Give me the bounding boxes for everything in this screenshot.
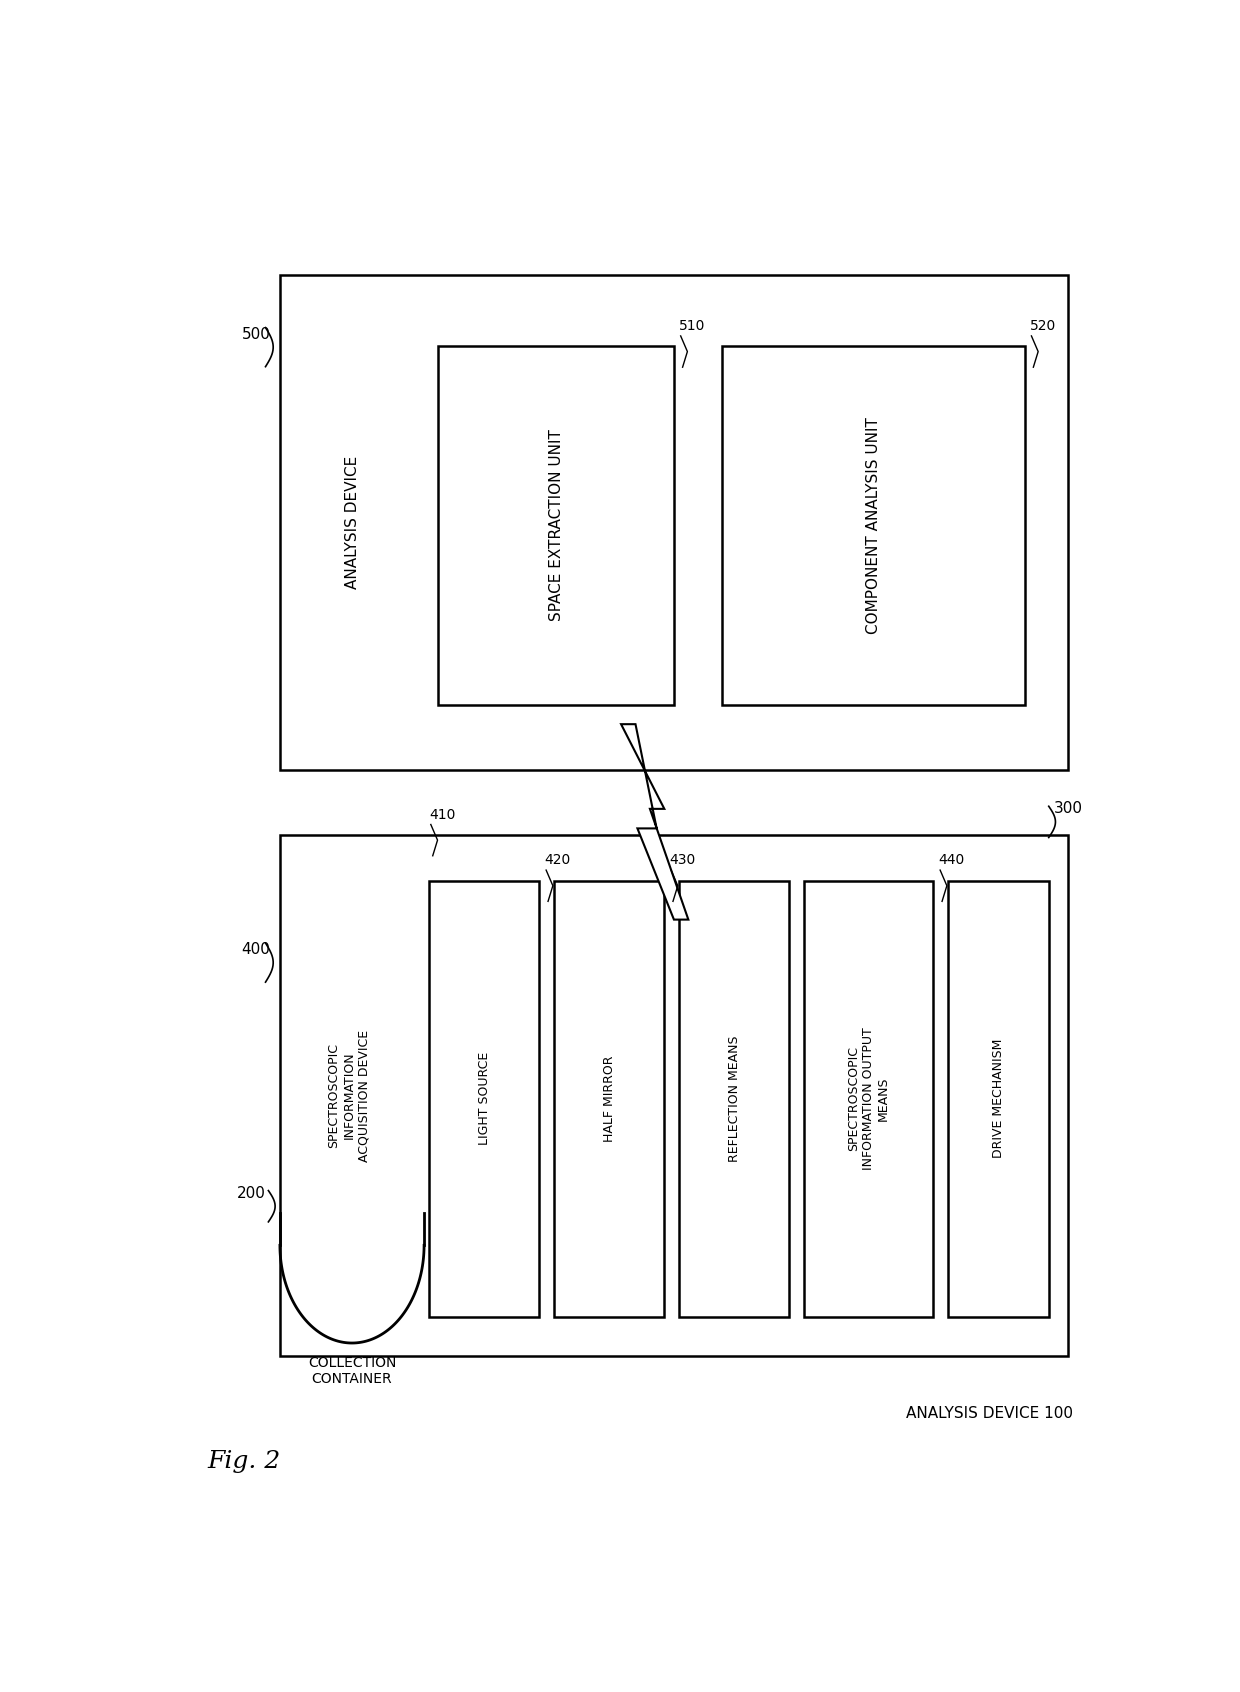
- Text: 200: 200: [237, 1186, 265, 1201]
- Bar: [722, 347, 1024, 704]
- Bar: [439, 347, 675, 704]
- Text: SPACE EXTRACTION UNIT: SPACE EXTRACTION UNIT: [549, 430, 564, 621]
- Text: COLLECTION
CONTAINER: COLLECTION CONTAINER: [308, 1355, 397, 1386]
- Text: 420: 420: [544, 853, 570, 868]
- Polygon shape: [621, 724, 688, 920]
- Text: 300: 300: [1054, 802, 1083, 816]
- Bar: [280, 274, 1068, 770]
- Text: HALF MIRROR: HALF MIRROR: [603, 1056, 615, 1142]
- Text: SPECTROSCOPIC
INFORMATION OUTPUT
MEANS: SPECTROSCOPIC INFORMATION OUTPUT MEANS: [847, 1027, 890, 1171]
- Text: 510: 510: [678, 320, 706, 333]
- Text: COMPONENT ANALYSIS UNIT: COMPONENT ANALYSIS UNIT: [866, 416, 880, 634]
- Bar: [554, 880, 665, 1316]
- Text: 400: 400: [242, 942, 270, 958]
- Bar: [947, 880, 1049, 1316]
- Text: REFLECTION MEANS: REFLECTION MEANS: [728, 1036, 740, 1162]
- Bar: [678, 880, 789, 1316]
- Text: DRIVE MECHANISM: DRIVE MECHANISM: [992, 1039, 1004, 1159]
- Bar: [804, 880, 934, 1316]
- Text: 410: 410: [429, 807, 455, 822]
- Text: 520: 520: [1029, 320, 1055, 333]
- Text: ANALYSIS DEVICE 100: ANALYSIS DEVICE 100: [905, 1406, 1073, 1421]
- Text: LIGHT SOURCE: LIGHT SOURCE: [477, 1052, 491, 1145]
- Text: 500: 500: [242, 327, 270, 342]
- Text: 440: 440: [939, 853, 965, 868]
- Bar: [429, 880, 539, 1316]
- Bar: [280, 834, 1068, 1355]
- Text: ANALYSIS DEVICE: ANALYSIS DEVICE: [345, 455, 360, 589]
- Text: 430: 430: [670, 853, 696, 868]
- Text: Fig. 2: Fig. 2: [208, 1450, 281, 1474]
- Text: SPECTROSCOPIC
INFORMATION
ACQUISITION DEVICE: SPECTROSCOPIC INFORMATION ACQUISITION DE…: [327, 1029, 371, 1161]
